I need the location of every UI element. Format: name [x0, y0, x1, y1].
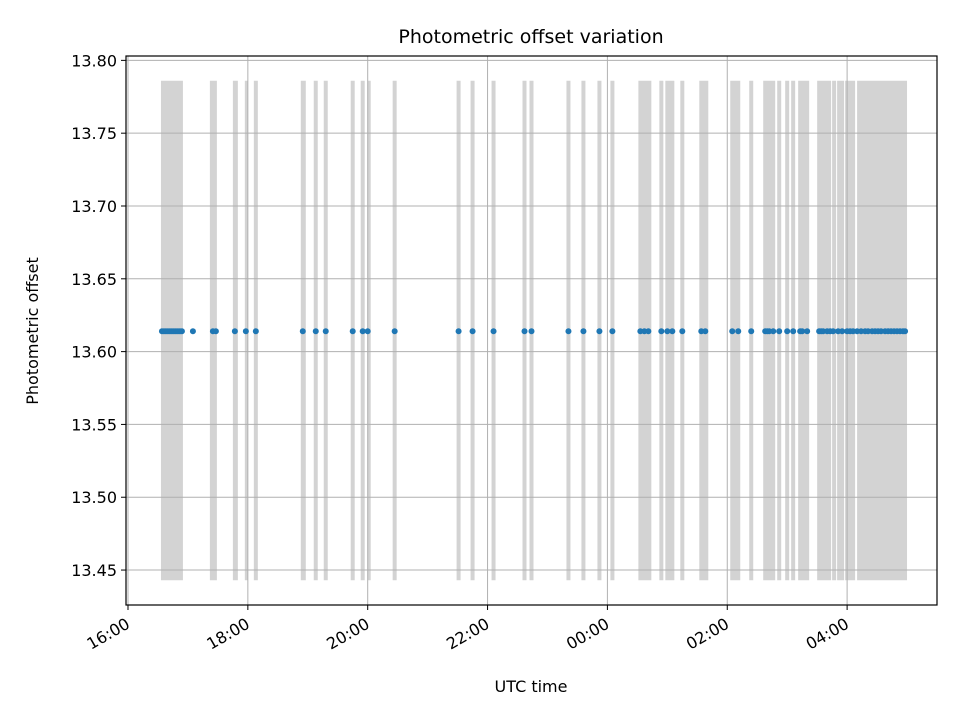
data-point	[178, 328, 185, 335]
data-point	[359, 328, 366, 335]
data-point	[252, 328, 259, 335]
y-tick-label: 13.65	[71, 270, 117, 289]
data-point	[364, 328, 371, 335]
y-tick-label: 13.60	[71, 343, 117, 362]
data-point	[770, 328, 777, 335]
data-point	[212, 328, 219, 335]
data-point	[490, 328, 497, 335]
shaded-band	[730, 80, 741, 581]
x-tick-label: 20:00	[323, 614, 372, 654]
data-point	[455, 328, 462, 335]
data-point	[839, 328, 846, 335]
x-tick-label: 18:00	[203, 614, 252, 654]
data-point	[189, 328, 196, 335]
data-point	[784, 328, 791, 335]
data-point	[469, 328, 476, 335]
data-point	[748, 328, 755, 335]
data-point	[729, 328, 736, 335]
data-point	[565, 328, 572, 335]
y-tick-label: 13.70	[71, 197, 117, 216]
data-point	[322, 328, 329, 335]
data-point	[902, 328, 909, 335]
data-point	[645, 328, 652, 335]
data-point	[299, 328, 306, 335]
data-point	[735, 328, 742, 335]
data-point	[349, 328, 356, 335]
data-point	[609, 328, 616, 335]
x-tick-label: 16:00	[84, 614, 133, 654]
data-point	[580, 328, 587, 335]
x-tick-label: 00:00	[563, 614, 612, 654]
data-point	[528, 328, 535, 335]
y-tick-label: 13.45	[71, 561, 117, 580]
data-point	[596, 328, 603, 335]
chart-title: Photometric offset variation	[398, 26, 663, 48]
x-tick-label: 04:00	[803, 614, 852, 654]
data-point	[790, 328, 797, 335]
data-point	[312, 328, 319, 335]
data-point	[830, 328, 837, 335]
y-tick-label: 13.55	[71, 415, 117, 434]
data-point	[679, 328, 686, 335]
data-point	[391, 328, 398, 335]
data-point	[658, 328, 665, 335]
x-tick-label: 02:00	[683, 614, 732, 654]
data-point	[799, 328, 806, 335]
y-tick-label: 13.80	[71, 51, 117, 70]
data-point	[776, 328, 783, 335]
y-tick-label: 13.75	[71, 124, 117, 143]
data-point	[669, 328, 676, 335]
data-point	[702, 328, 709, 335]
data-point	[664, 328, 671, 335]
data-point	[521, 328, 528, 335]
data-point	[804, 328, 811, 335]
x-axis-label: UTC time	[495, 677, 568, 696]
y-axis-label: Photometric offset	[23, 257, 42, 405]
data-point	[242, 328, 249, 335]
points-layer	[158, 328, 909, 335]
y-tick-label: 13.50	[71, 488, 117, 507]
x-tick-label: 22:00	[443, 614, 492, 654]
data-point	[231, 328, 238, 335]
axes-frame	[125, 55, 938, 606]
